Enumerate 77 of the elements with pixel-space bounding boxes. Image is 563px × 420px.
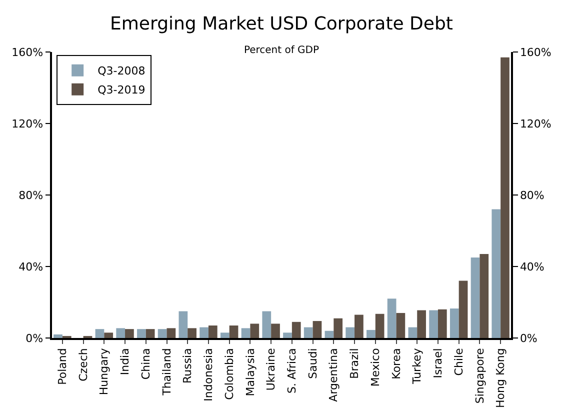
y-tick-label: 120%: [12, 117, 44, 130]
x-tick-label: Thailand: [160, 348, 174, 396]
x-tick-label: Indonesia: [202, 348, 216, 402]
x-tick-label: Turkey: [410, 348, 424, 385]
bar: [354, 314, 364, 338]
x-tick-label: Hong Kong: [494, 348, 508, 408]
bar: [178, 311, 188, 338]
y-tick-label: 0%: [26, 332, 44, 345]
x-tick-label: Poland: [56, 348, 70, 385]
bar: [470, 258, 480, 338]
bar: [283, 332, 292, 338]
x-tick-label: Ukraine: [264, 348, 278, 391]
x-tick-label: S. Africa: [286, 348, 299, 394]
bar: [450, 308, 459, 338]
chart-title: Emerging Market USD Corporate Debt: [110, 13, 453, 34]
legend-label: Q3-2008: [98, 64, 146, 78]
x-tick-label: Israel: [432, 348, 445, 378]
bar: [480, 254, 489, 338]
bar: [429, 310, 438, 338]
bar: [292, 322, 301, 338]
bar: [346, 327, 355, 338]
y2-tick-label: 0%: [520, 332, 538, 345]
bar: [241, 328, 250, 338]
bar: [188, 328, 196, 338]
bar: [438, 309, 447, 338]
x-tick-label: Malaysia: [244, 348, 257, 396]
bar: [458, 280, 468, 338]
x-tick-label: India: [118, 348, 132, 376]
bar: [229, 325, 238, 338]
x-tick-label: Korea: [390, 348, 403, 380]
bar: [54, 334, 62, 338]
chart-subtitle: Percent of GDP: [244, 44, 320, 56]
y-tick-label: 40%: [18, 260, 44, 274]
x-tick-label: Colombia: [222, 348, 236, 400]
y2-tick-label: 120%: [520, 117, 552, 130]
bar: [166, 328, 176, 338]
bar: [304, 327, 313, 338]
bar: [116, 328, 126, 338]
x-tick-label: Russia: [181, 348, 194, 384]
legend-label: Q3-2019: [98, 84, 146, 97]
bar: [408, 327, 418, 338]
x-tick-label: Singapore: [473, 348, 486, 404]
bar: [146, 329, 155, 338]
bar: [492, 209, 501, 338]
x-tick-label: China: [139, 348, 152, 380]
x-tick-label: Saudi: [306, 348, 320, 379]
bar: [417, 310, 426, 338]
bar: [396, 312, 406, 338]
bar: [137, 329, 146, 338]
y-tick-label: 160%: [12, 46, 44, 59]
bar: [200, 327, 208, 338]
x-tick-label: Chile: [452, 348, 466, 376]
bar: [220, 332, 230, 338]
bar: [375, 314, 384, 338]
y-tick-label: 80%: [18, 188, 44, 202]
x-tick-label: Brazil: [348, 348, 362, 379]
bar: [324, 330, 334, 338]
bar: [104, 332, 114, 338]
bar: [262, 311, 272, 338]
bar: [158, 329, 167, 338]
bar: [95, 329, 104, 338]
bar: [500, 57, 510, 338]
bar: [312, 321, 322, 338]
y2-tick-label: 160%: [520, 46, 552, 59]
bar: [387, 298, 396, 338]
x-tick-label: Argentina: [327, 348, 340, 402]
bar: [366, 330, 376, 338]
x-tick-label: Czech: [76, 348, 90, 382]
x-tick-label: Mexico: [368, 348, 382, 387]
y2-tick-label: 80%: [520, 188, 544, 202]
y2-tick-label: 40%: [520, 260, 544, 274]
bar: [334, 318, 343, 338]
bar: [271, 324, 280, 338]
bar: [208, 325, 218, 338]
bar: [125, 329, 134, 338]
x-tick-label: Hungary: [98, 348, 111, 396]
bar: [250, 324, 260, 338]
